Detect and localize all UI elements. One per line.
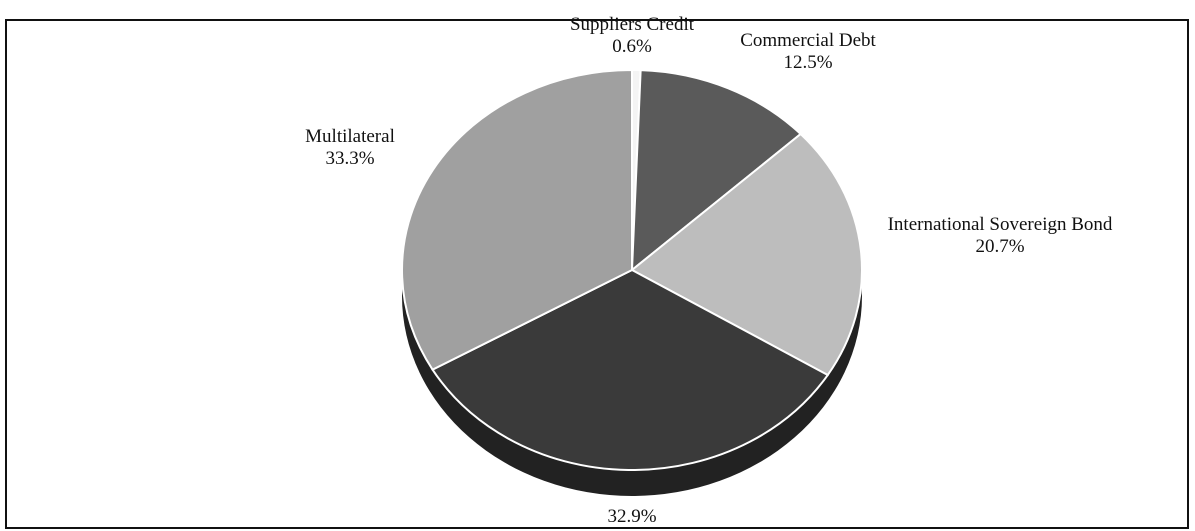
- slice-label: International Sovereign Bond 20.7%: [880, 214, 1120, 258]
- slice-name: Commercial Debt: [740, 30, 876, 51]
- slice-value: 0.6%: [612, 36, 652, 57]
- slice-value: 33.3%: [325, 148, 375, 169]
- slice-label: 32.9%: [607, 506, 656, 528]
- pie-slice: [630, 69, 803, 273]
- slice-label: Commercial Debt 12.5%: [740, 30, 876, 74]
- slice-name: Suppliers Credit: [569, 14, 695, 35]
- slice-name: Multilateral: [305, 126, 395, 147]
- frame: [5, 19, 1189, 529]
- slice-value: 20.7%: [975, 236, 1025, 257]
- slice-label: Multilateral 33.3%: [305, 126, 395, 170]
- pie-slice: [431, 268, 830, 471]
- slice-label: Suppliers Credit 0.6%: [570, 14, 694, 58]
- pie-slice: [630, 132, 863, 377]
- slice-name: International Sovereign Bond: [887, 214, 1113, 235]
- slice-value: 32.9%: [607, 506, 657, 527]
- slice-value: 12.5%: [783, 52, 833, 73]
- pie-slice: [401, 68, 633, 371]
